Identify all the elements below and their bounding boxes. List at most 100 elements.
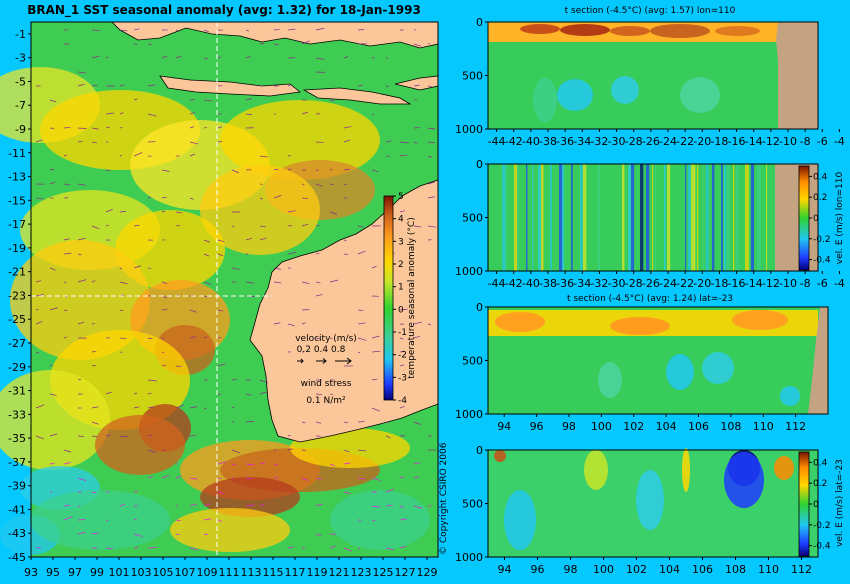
panel-y-tick-label: 0 bbox=[476, 444, 483, 457]
panel1-warm-patch bbox=[610, 26, 650, 36]
vel-colorbar-tick-label: 0.4 bbox=[813, 172, 828, 182]
panel-x-tick-label: -24 bbox=[659, 135, 677, 148]
panel2-stripe bbox=[583, 164, 586, 271]
panel1-title: t section (-4.5°C) (avg: 1.57) lon=110 bbox=[565, 6, 736, 16]
panel-x-tick-label: -22 bbox=[676, 135, 694, 148]
map-x-tick-label: 107 bbox=[175, 566, 196, 579]
panel-x-tick-label: -26 bbox=[642, 277, 660, 290]
panel2-stripe bbox=[646, 164, 649, 271]
panel-x-tick-label: -30 bbox=[608, 277, 626, 290]
map-x-tick-label: 111 bbox=[219, 566, 240, 579]
vel-colorbar-tick-label: 0.2 bbox=[813, 193, 827, 203]
map-y-tick-label: -23 bbox=[8, 289, 26, 302]
panel-y-tick-label: 0 bbox=[476, 301, 483, 314]
panel2-stripe bbox=[706, 164, 709, 271]
panel4-velocity-patch bbox=[682, 448, 690, 492]
map-colorbar-tick-label: 2 bbox=[398, 260, 404, 270]
map-y-tick-label: -31 bbox=[8, 385, 26, 398]
anomaly-patch bbox=[30, 490, 170, 550]
map-y-tick-label: -39 bbox=[8, 480, 26, 493]
map-y-tick-label: -3 bbox=[15, 52, 26, 65]
panel-y-tick-label: 1000 bbox=[455, 408, 483, 421]
panel-y-tick-label: 0 bbox=[476, 158, 483, 171]
panel-x-tick-label: -4 bbox=[834, 277, 845, 290]
panel1-land bbox=[776, 22, 818, 129]
panel2-stripe bbox=[538, 164, 541, 271]
map-y-tick-label: -7 bbox=[15, 99, 26, 112]
panel2-stripe bbox=[622, 164, 624, 271]
map-y-tick-label: -15 bbox=[8, 194, 26, 207]
vel-colorbar-tick-label: 0.4 bbox=[813, 458, 828, 468]
panel-x-tick-label: -12 bbox=[762, 277, 780, 290]
panel2-stripe bbox=[550, 164, 552, 271]
vel-colorbar-tick-label: -0.4 bbox=[813, 256, 831, 266]
panel2-stripe bbox=[580, 164, 583, 271]
velocity-arrow bbox=[358, 548, 360, 549]
panel-y-tick-label: 500 bbox=[462, 498, 483, 511]
map-x-tick-label: 99 bbox=[90, 566, 104, 579]
panel1-warm-patch bbox=[520, 24, 560, 34]
panel2-stripe bbox=[514, 164, 517, 271]
panel2-stripe bbox=[571, 164, 573, 271]
panel-x-tick-label: -16 bbox=[728, 135, 746, 148]
panel-x-tick-label: 106 bbox=[692, 563, 713, 576]
panel2-stripe bbox=[598, 164, 600, 271]
panel-x-tick-label: -32 bbox=[590, 277, 608, 290]
panel-x-tick-label: -12 bbox=[762, 135, 780, 148]
map-y-tick-label: -1 bbox=[15, 28, 26, 41]
panel-x-tick-label: -14 bbox=[745, 135, 763, 148]
panel2-stripe bbox=[697, 164, 698, 271]
panel4-velocity-patch bbox=[504, 490, 536, 550]
panel-y-tick-label: 1000 bbox=[455, 123, 483, 136]
map-y-tick-label: -45 bbox=[8, 551, 26, 564]
panel-x-tick-label: -42 bbox=[505, 135, 523, 148]
panel4-colorbar-label: vel. E (m/s) lat=-23 bbox=[835, 459, 845, 547]
map-x-tick-label: 123 bbox=[351, 566, 372, 579]
panel-x-tick-label: 96 bbox=[531, 563, 545, 576]
panel-x-tick-label: -10 bbox=[779, 135, 797, 148]
panel2-stripe bbox=[766, 164, 767, 271]
panel-x-tick-label: -44 bbox=[488, 277, 506, 290]
panel2-stripe bbox=[517, 164, 519, 271]
map-y-tick-label: -17 bbox=[8, 218, 26, 231]
panel3-title: t section (-4.5°C) (avg: 1.24) lat=-23 bbox=[567, 294, 733, 304]
panel-x-tick-label: 102 bbox=[623, 420, 644, 433]
panel3-warm-patch bbox=[495, 312, 545, 332]
panel2-stripe bbox=[631, 164, 634, 271]
panel-x-tick-label: 94 bbox=[498, 563, 512, 576]
panel2-stripe bbox=[688, 164, 691, 271]
panel-x-tick-label: 104 bbox=[659, 563, 680, 576]
panel-x-tick-label: -20 bbox=[693, 135, 711, 148]
copyright-note: © Copyright CSIRO 2006 bbox=[439, 442, 449, 555]
panel2-stripe bbox=[727, 164, 730, 271]
panel4-colorbar-bar bbox=[799, 452, 809, 556]
panel-x-tick-label: -14 bbox=[745, 277, 763, 290]
panel2-stripe bbox=[724, 164, 726, 271]
panel-x-tick-label: 112 bbox=[785, 420, 806, 433]
map-y-tick-label: -25 bbox=[8, 313, 26, 326]
panel2-colorbar-label: vel. E (m/s) lon=110 bbox=[835, 172, 845, 265]
panel3-cool-patch bbox=[666, 354, 694, 390]
map-y-tick-label: -5 bbox=[15, 75, 26, 88]
panel2-stripe bbox=[664, 164, 666, 271]
panel-y-tick-label: 1000 bbox=[455, 551, 483, 564]
map-colorbar-label: temperature seasonal anomaly (°C) bbox=[407, 217, 417, 378]
panel2-stripe bbox=[532, 164, 533, 271]
panel-x-tick-label: -30 bbox=[608, 135, 626, 148]
panel-x-tick-label: 106 bbox=[688, 420, 709, 433]
map-y-tick-label: -33 bbox=[8, 408, 26, 421]
panel2-stripe bbox=[721, 164, 723, 271]
panel-x-tick-label: 112 bbox=[791, 563, 812, 576]
vel-colorbar-tick-label: 0 bbox=[813, 500, 819, 510]
map-x-tick-label: 127 bbox=[395, 566, 416, 579]
panel3-cool-patch bbox=[780, 386, 800, 406]
map-x-tick-label: 105 bbox=[153, 566, 174, 579]
panel-x-tick-label: 110 bbox=[753, 420, 774, 433]
panel1-cool-patch bbox=[611, 76, 639, 104]
panel2-stripe bbox=[751, 164, 754, 271]
panel2-stripe bbox=[691, 164, 694, 271]
vel-colorbar-tick-label: -0.2 bbox=[813, 235, 831, 245]
map-colorbar-tick-label: -1 bbox=[398, 328, 407, 338]
panel2-stripe bbox=[685, 164, 686, 271]
